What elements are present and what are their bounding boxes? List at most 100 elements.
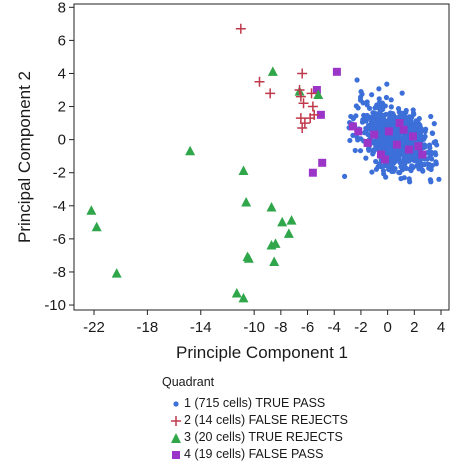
y-tick-label: -8 (53, 264, 66, 281)
point-true-pass (418, 125, 424, 131)
point-true-pass (372, 105, 378, 111)
point-true-pass (357, 94, 364, 100)
point-false-rejects (254, 76, 265, 87)
point-true-pass (377, 111, 383, 117)
x-tick-label: -6 (301, 319, 314, 336)
point-true-pass (350, 132, 356, 138)
point-true-pass (373, 166, 380, 172)
point-false-pass (395, 119, 404, 128)
point-true-pass (357, 148, 364, 154)
point-true-pass (370, 149, 377, 155)
point-false-pass (318, 158, 327, 167)
point-true-pass (389, 168, 395, 175)
point-true-pass (394, 155, 401, 161)
point-true-pass (358, 89, 364, 95)
point-true-pass (361, 130, 368, 136)
point-true-rejects (238, 292, 249, 303)
point-true-pass (432, 139, 439, 145)
point-false-rejects (298, 98, 309, 109)
x-axis: -22 -18 -14 -10 -8 -6 -4 -2 0 2 4 (83, 310, 445, 336)
point-true-pass (422, 133, 428, 140)
y-axis: 8 6 4 2 0 -2 -4 -6 -8 -10 (44, 0, 74, 314)
point-false-pass (312, 86, 321, 95)
point-true-pass (415, 158, 421, 164)
point-true-pass (376, 86, 382, 92)
point-true-pass (360, 100, 366, 106)
square-marker-icon (168, 448, 184, 462)
point-true-pass (380, 139, 386, 146)
point-true-pass (376, 106, 383, 112)
point-false-pass (384, 127, 393, 136)
x-tick-label: 2 (410, 319, 418, 336)
point-true-rejects (266, 201, 277, 212)
point-false-pass (363, 138, 372, 147)
point-true-pass (431, 121, 437, 127)
point-false-pass (354, 127, 363, 136)
point-false-pass (408, 132, 417, 141)
circle-marker-icon (168, 397, 184, 411)
point-true-rejects (185, 145, 196, 156)
point-true-pass (355, 137, 361, 143)
point-true-pass (354, 77, 360, 83)
point-true-pass (388, 123, 395, 129)
point-true-pass (353, 103, 359, 109)
point-false-pass (348, 122, 357, 131)
point-true-pass (364, 114, 370, 120)
point-false-rejects (306, 88, 317, 99)
point-true-pass (426, 161, 432, 168)
point-true-pass (432, 150, 438, 156)
point-false-pass (399, 125, 408, 134)
point-true-pass (406, 176, 412, 182)
point-false-pass (380, 155, 389, 164)
point-true-pass (389, 136, 395, 142)
y-axis-label: Principal Component 2 (15, 71, 34, 243)
point-true-pass (409, 163, 415, 169)
plus-marker-icon (168, 414, 184, 428)
point-true-pass (394, 133, 401, 139)
legend-label: 2 (14 cells) FALSE REJECTS (184, 413, 348, 427)
point-false-rejects (235, 23, 246, 34)
point-true-pass (388, 97, 394, 103)
point-false-pass (332, 67, 341, 76)
y-tick-label: -2 (53, 165, 66, 182)
plot-frame (73, 3, 450, 311)
point-true-rejects (267, 66, 278, 76)
point-true-pass (366, 123, 372, 129)
point-false-rejects (265, 88, 276, 99)
point-true-pass (402, 161, 408, 167)
point-true-pass (363, 155, 369, 161)
point-true-pass (383, 135, 389, 141)
x-tick-label: 4 (437, 319, 445, 336)
point-false-pass (376, 150, 385, 159)
point-true-pass (388, 104, 394, 110)
point-true-pass (352, 147, 358, 154)
point-true-pass (348, 113, 354, 120)
point-true-pass (341, 173, 348, 179)
point-true-pass (403, 107, 409, 114)
x-tick-label: -8 (274, 319, 287, 336)
point-false-pass (414, 142, 423, 151)
point-true-rejects (277, 216, 288, 227)
point-true-pass (400, 114, 406, 120)
y-tick-label: -6 (53, 231, 66, 248)
point-true-rejects (243, 253, 254, 263)
point-true-rejects (91, 221, 102, 232)
point-true-pass (429, 130, 436, 136)
point-false-rejects (294, 85, 305, 96)
point-true-pass (399, 167, 406, 173)
point-true-pass (390, 110, 396, 117)
point-false-rejects (297, 123, 308, 134)
point-false-pass (316, 110, 325, 119)
y-tick-label: 0 (58, 132, 66, 149)
legend-item-true-rejects: 3 (20 cells) TRUE REJECTS (162, 429, 348, 446)
data-points (86, 23, 442, 303)
point-true-pass (373, 143, 379, 149)
point-true-pass (410, 156, 416, 162)
y-tick-label: 4 (58, 65, 66, 82)
point-true-pass (422, 128, 428, 135)
point-false-pass (392, 140, 401, 149)
x-tick-label: 0 (383, 319, 391, 336)
x-tick-label: -22 (83, 319, 105, 336)
legend-item-false-pass: 4 (19 cells) FALSE PASS (162, 446, 348, 463)
legend-label: 1 (715 cells) TRUE PASS (184, 396, 326, 410)
